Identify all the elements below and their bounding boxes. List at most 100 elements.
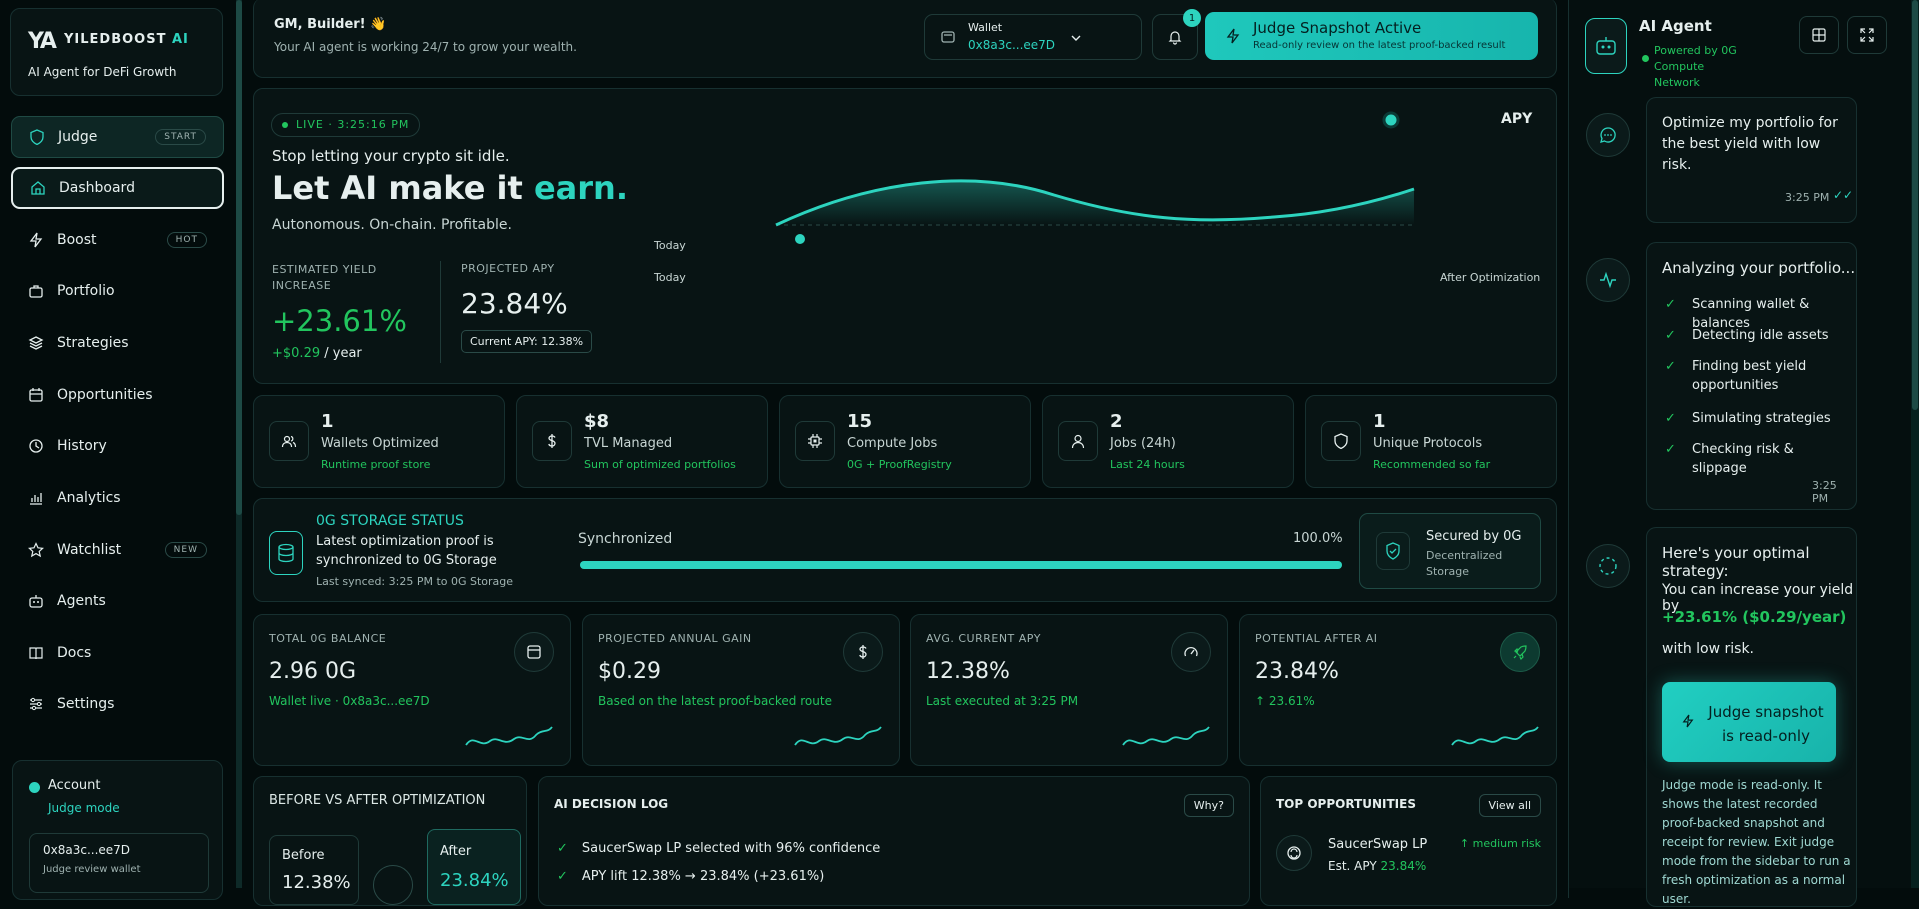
after-point bbox=[1382, 111, 1400, 129]
opp-name[interactable]: SaucerSwap LP bbox=[1328, 837, 1428, 852]
wallet-selector[interactable]: Wallet 0x8a3c...ee7D bbox=[924, 14, 1142, 60]
before-value: 12.38% bbox=[282, 872, 351, 893]
sidebar-item-strategies[interactable]: Strategies bbox=[11, 322, 224, 364]
wallet-box[interactable]: 0x8a3c...ee7D Judge review wallet bbox=[29, 833, 209, 893]
sidebar-item-agents[interactable]: Agents bbox=[11, 580, 224, 622]
notification-badge: 1 bbox=[1183, 9, 1201, 27]
rocket-icon bbox=[1513, 645, 1527, 660]
stat-label: Wallets Optimized bbox=[321, 436, 439, 451]
live-badge: LIVE · 3:25:16 PM bbox=[271, 113, 421, 137]
secured-sub: Decentralized Storage bbox=[1426, 549, 1503, 578]
proj-apy-value: 23.84% bbox=[461, 287, 568, 320]
compare-title: BEFORE VS AFTER OPTIMIZATION bbox=[269, 793, 486, 808]
sidebar-item-label: Judge bbox=[58, 129, 98, 145]
sidebar-item-opportunities[interactable]: Opportunities bbox=[11, 374, 224, 416]
database-icon bbox=[269, 531, 303, 575]
sidebar-item-history[interactable]: History bbox=[11, 425, 224, 467]
est-yield-year: +$0.29 / year bbox=[272, 346, 362, 361]
sidebar-item-label: Analytics bbox=[57, 490, 121, 506]
check-icon: ✓ bbox=[1665, 359, 1676, 374]
chat-icon bbox=[1586, 113, 1630, 157]
sidebar-item-judge[interactable]: Judge START bbox=[11, 116, 224, 158]
logo-icon: YA bbox=[28, 29, 57, 54]
stat-label: Jobs (24h) bbox=[1110, 436, 1176, 451]
star-icon bbox=[28, 542, 44, 558]
bell-icon bbox=[1168, 31, 1182, 45]
account-mode[interactable]: Judge mode bbox=[48, 801, 120, 815]
sidebar-item-tag: START bbox=[155, 129, 206, 145]
strategy-text-a: You can increase your yield by bbox=[1662, 582, 1854, 614]
page-scrollbar[interactable] bbox=[1911, 0, 1919, 888]
sidebar-item-label: Agents bbox=[57, 593, 106, 609]
decision-title: AI DECISION LOG bbox=[554, 797, 669, 811]
grid-icon bbox=[1812, 28, 1826, 42]
notifications-button[interactable]: 1 bbox=[1152, 9, 1201, 60]
metric-value: $0.29 bbox=[598, 659, 661, 684]
snapshot-title: Judge Snapshot Active bbox=[1253, 19, 1422, 37]
check-icon: ✓ bbox=[557, 869, 568, 884]
check-icon: ✓ bbox=[1665, 442, 1676, 457]
shield-icon bbox=[1334, 433, 1348, 449]
storage-progress-fill bbox=[580, 561, 1342, 569]
layout-button[interactable] bbox=[1799, 16, 1839, 54]
read-only-button[interactable]: Judge snapshot is read-only bbox=[1662, 682, 1836, 762]
sidebar-item-settings[interactable]: Settings bbox=[11, 683, 224, 725]
stat-value: 1 bbox=[1373, 411, 1386, 432]
dollar-icon bbox=[859, 645, 867, 659]
metric-card: PROJECTED ANNUAL GAIN $0.29 Based on the l… bbox=[582, 614, 900, 766]
storage-percent: 100.0% bbox=[1293, 531, 1343, 546]
live-dot bbox=[282, 122, 288, 128]
sidebar-item-label: Portfolio bbox=[57, 283, 115, 299]
sidebar-item-label: Opportunities bbox=[57, 387, 153, 403]
bar-chart-icon bbox=[30, 493, 42, 505]
account-card: Account Judge mode 0x8a3c...ee7D Judge r… bbox=[12, 760, 223, 900]
gauge-icon bbox=[1184, 646, 1198, 657]
storage-title: 0G STORAGE STATUS bbox=[316, 513, 464, 529]
why-button[interactable]: Why? bbox=[1183, 794, 1234, 817]
snapshot-sub: Read-only review on the latest proof-bac… bbox=[1253, 40, 1506, 51]
secured-title: Secured by 0G bbox=[1426, 529, 1522, 544]
stat-label: Compute Jobs bbox=[847, 436, 938, 451]
greeting: GM, Builder! 👋 bbox=[274, 17, 387, 32]
metric-sub: ↑ 23.61% bbox=[1255, 694, 1315, 708]
judge-snapshot-button[interactable]: Judge Snapshot Active Read-only review o… bbox=[1205, 12, 1538, 60]
view-all-button[interactable]: View all bbox=[1478, 794, 1541, 817]
top-opportunities-card: TOP OPPORTUNITIES View all SaucerSwap LP… bbox=[1260, 776, 1557, 906]
check-icon: ✓ bbox=[1665, 328, 1676, 343]
stat-sub: Last 24 hours bbox=[1110, 458, 1185, 471]
bolt-icon bbox=[1226, 28, 1240, 44]
sidebar-scrollbar[interactable] bbox=[236, 0, 242, 888]
sidebar-item-docs[interactable]: Docs bbox=[11, 632, 224, 674]
opp-risk: ↑ medium risk bbox=[1459, 837, 1541, 850]
storage-synced: Last synced: 3:25 PM to 0G Storage bbox=[316, 575, 514, 588]
user-message-time: 3:25 PM bbox=[1785, 191, 1830, 204]
arrow-circle-icon bbox=[373, 865, 413, 905]
user-message-text: Optimize my portfolio for the best yield… bbox=[1662, 115, 1838, 173]
stat-sub: 0G + ProofRegistry bbox=[847, 458, 952, 471]
metric-sub: Based on the latest proof-backed route bbox=[598, 694, 832, 708]
sidebar-item-watchlist[interactable]: Watchlist NEW bbox=[11, 529, 224, 571]
secured-badge: Secured by 0G Decentralized Storage bbox=[1359, 513, 1541, 589]
sidebar-item-analytics[interactable]: Analytics bbox=[11, 477, 224, 519]
sidebar-item-dashboard[interactable]: Dashboard bbox=[11, 167, 224, 209]
loading-icon bbox=[1586, 544, 1630, 588]
calendar-icon bbox=[29, 388, 43, 402]
bolt-icon bbox=[29, 232, 43, 248]
clock-icon bbox=[29, 439, 43, 453]
sidebar-item-label: History bbox=[57, 438, 107, 454]
hero-tagline: Autonomous. On-chain. Profitable. bbox=[272, 217, 512, 233]
activity-icon bbox=[1586, 258, 1630, 302]
est-yield-value: +23.61% bbox=[272, 304, 407, 338]
bolt-icon bbox=[1682, 714, 1694, 728]
strategy-text-b: +23.61% ($0.29/year) bbox=[1662, 608, 1847, 626]
storage-desc: Latest optimization proof is synchronize… bbox=[316, 534, 497, 568]
opps-title: TOP OPPORTUNITIES bbox=[1276, 797, 1416, 811]
storage-status: Synchronized bbox=[578, 531, 673, 547]
sidebar-item-boost[interactable]: Boost HOT bbox=[11, 219, 224, 261]
user-icon bbox=[1071, 434, 1085, 449]
stat-value: 1 bbox=[321, 411, 334, 432]
proj-apy-label: PROJECTED APY bbox=[461, 262, 555, 275]
expand-button[interactable] bbox=[1847, 16, 1887, 54]
sidebar-item-portfolio[interactable]: Portfolio bbox=[11, 270, 224, 312]
chevron-down-icon bbox=[1070, 32, 1082, 44]
